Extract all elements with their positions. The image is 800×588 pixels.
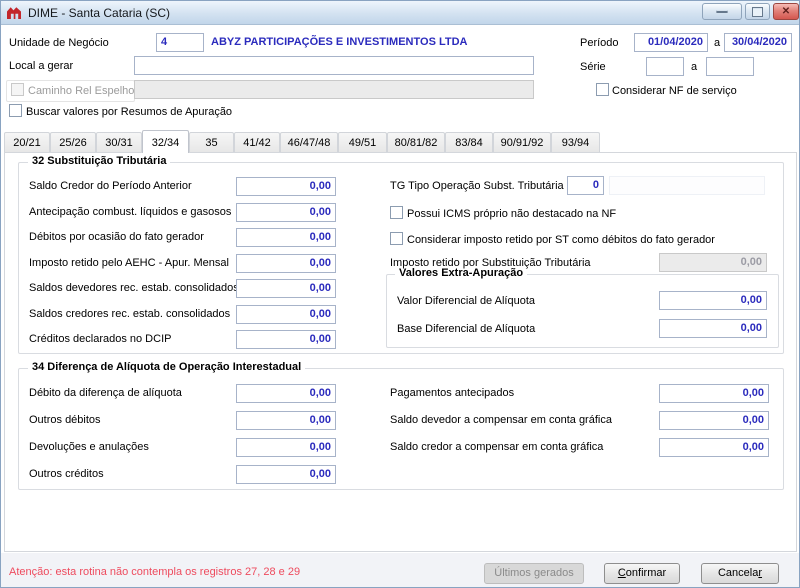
- close-icon: ✕: [781, 5, 791, 17]
- imposto-retido-st-input: 0,00: [659, 253, 767, 272]
- tab-25-26[interactable]: 25/26: [50, 132, 96, 152]
- considerar-imposto-st-checkbox[interactable]: [390, 232, 403, 245]
- confirmar-rest: onfirmar: [625, 567, 667, 579]
- maximize-button[interactable]: [745, 3, 770, 20]
- periodo-to-input[interactable]: 30/04/2020: [724, 33, 792, 52]
- serie-label: Série: [580, 61, 606, 73]
- devolucoes-anulacoes-input[interactable]: 0,00: [236, 438, 336, 457]
- local-a-gerar-label: Local a gerar: [9, 60, 74, 72]
- base-diferencial-aliquota-input[interactable]: 0,00: [659, 319, 767, 338]
- possui-icms-proprio-checkbox[interactable]: [390, 206, 403, 219]
- caminho-rel-espelho-checkbox: [11, 83, 24, 96]
- local-a-gerar-input[interactable]: [134, 56, 534, 75]
- periodo-separator: a: [714, 37, 721, 49]
- window-titlebar: DIME - Santa Cataria (SC): [1, 1, 799, 25]
- saldos-devedores-consolidados-label: Saldos devedores rec. estab. consolidado…: [29, 282, 239, 294]
- confirmar-key: C: [617, 567, 626, 579]
- warning-text: Atenção: esta rotina não contempla os re…: [9, 566, 301, 578]
- saldos-devedores-consolidados-input[interactable]: 0,00: [236, 279, 336, 298]
- serie-separator: a: [691, 61, 698, 73]
- section-32-box: [18, 162, 784, 354]
- unidade-negocio-label: Unidade de Negócio: [9, 37, 109, 49]
- considerar-nf-servico-checkbox[interactable]: [596, 83, 609, 96]
- saldo-devedor-conta-grafica-input[interactable]: 0,00: [659, 411, 769, 430]
- buscar-valores-label: Buscar valores por Resumos de Apuração: [26, 106, 233, 118]
- tab-46-47-48[interactable]: 46/47/48: [280, 132, 338, 152]
- tg-tipo-operacao-input[interactable]: 0: [567, 176, 604, 195]
- periodo-label: Período: [580, 37, 619, 49]
- considerar-imposto-st-label: Considerar imposto retido por ST como dé…: [407, 234, 715, 246]
- caminho-rel-espelho-label: Caminho Rel Espelho: [28, 85, 135, 97]
- creditos-dcip-input[interactable]: 0,00: [236, 330, 336, 349]
- section-34-box: [18, 368, 784, 490]
- considerar-nf-servico-label: Considerar NF de serviço: [612, 85, 737, 97]
- periodo-from-input[interactable]: 01/04/2020: [634, 33, 708, 52]
- saldos-credores-consolidados-label: Saldos credores rec. estab. consolidados: [29, 308, 231, 320]
- debitos-fato-gerador-label: Débitos por ocasião do fato gerador: [29, 231, 204, 243]
- valores-extra-apuracao-title: Valores Extra-Apuração: [395, 267, 528, 279]
- tg-descricao-field: [609, 176, 765, 195]
- valor-diferencial-aliquota-label: Valor Diferencial de Alíquota: [397, 295, 535, 307]
- imposto-retido-aehc-input[interactable]: 0,00: [236, 254, 336, 273]
- maximize-icon: [752, 6, 763, 17]
- saldos-credores-consolidados-input[interactable]: 0,00: [236, 305, 336, 324]
- minimize-button[interactable]: [702, 3, 742, 20]
- devolucoes-anulacoes-label: Devoluções e anulações: [29, 441, 149, 453]
- cancelar-pre: Cancela: [717, 567, 759, 579]
- antecipacao-combustiveis-input[interactable]: 0,00: [236, 203, 336, 222]
- tab-83-84[interactable]: 83/84: [445, 132, 493, 152]
- tab-32-34[interactable]: 32/34: [142, 130, 189, 153]
- confirmar-button[interactable]: Confirmar: [604, 563, 680, 584]
- base-diferencial-aliquota-label: Base Diferencial de Alíquota: [397, 323, 536, 335]
- saldo-devedor-conta-grafica-label: Saldo devedor a compensar em conta gráfi…: [390, 414, 612, 426]
- valores-extra-apuracao-box: [386, 274, 779, 348]
- outros-debitos-input[interactable]: 0,00: [236, 411, 336, 430]
- saldo-credor-anterior-label: Saldo Credor do Período Anterior: [29, 180, 192, 192]
- tab-20-21[interactable]: 20/21: [4, 132, 50, 152]
- creditos-dcip-label: Créditos declarados no DCIP: [29, 333, 172, 345]
- unidade-negocio-name: ABYZ PARTICIPAÇÕES E INVESTIMENTOS LTDA: [211, 36, 468, 48]
- ultimos-gerados-button: Últimos gerados: [484, 563, 584, 584]
- outros-debitos-label: Outros débitos: [29, 414, 101, 426]
- tab-41-42[interactable]: 41/42: [234, 132, 280, 152]
- valor-diferencial-aliquota-input[interactable]: 0,00: [659, 291, 767, 310]
- tab-35[interactable]: 35: [189, 132, 234, 152]
- tab-90-91-92[interactable]: 90/91/92: [493, 132, 551, 152]
- antecipacao-combustiveis-label: Antecipação combust. líquidos e gasosos: [29, 206, 232, 218]
- serie-from-input[interactable]: [646, 57, 684, 76]
- cancelar-key: r: [758, 567, 763, 579]
- saldo-credor-conta-grafica-input[interactable]: 0,00: [659, 438, 769, 457]
- saldo-credor-conta-grafica-label: Saldo credor a compensar em conta gráfic…: [390, 441, 604, 453]
- section-34-title: 34 Diferença de Alíquota de Operação Int…: [28, 361, 306, 373]
- tab-80-81-82[interactable]: 80/81/82: [387, 132, 445, 152]
- section-32-title: 32 Substituição Tributária: [28, 155, 171, 167]
- close-button[interactable]: ✕: [773, 3, 799, 20]
- tab-49-51[interactable]: 49/51: [338, 132, 387, 152]
- imposto-retido-st-label: Imposto retido por Substituição Tributár…: [390, 257, 591, 269]
- app-icon: [7, 7, 21, 19]
- outros-creditos-label: Outros créditos: [29, 468, 104, 480]
- pagamentos-antecipados-input[interactable]: 0,00: [659, 384, 769, 403]
- possui-icms-proprio-label: Possui ICMS próprio não destacado na NF: [407, 208, 617, 220]
- pagamentos-antecipados-label: Pagamentos antecipados: [390, 387, 515, 399]
- debito-diferenca-aliquota-label: Débito da diferença de alíquota: [29, 387, 182, 399]
- buscar-valores-checkbox[interactable]: [9, 104, 22, 117]
- tg-tipo-operacao-label: TG Tipo Operação Subst. Tributária: [390, 180, 564, 192]
- saldo-credor-anterior-input[interactable]: 0,00: [236, 177, 336, 196]
- window-title: DIME - Santa Cataria (SC): [28, 5, 171, 20]
- unidade-negocio-input[interactable]: 4: [156, 33, 204, 52]
- serie-to-input[interactable]: [706, 57, 754, 76]
- tab-93-94[interactable]: 93/94: [551, 132, 600, 152]
- minimize-icon: [716, 10, 728, 13]
- tab-30-31[interactable]: 30/31: [96, 132, 142, 152]
- debito-diferenca-aliquota-input[interactable]: 0,00: [236, 384, 336, 403]
- outros-creditos-input[interactable]: 0,00: [236, 465, 336, 484]
- debitos-fato-gerador-input[interactable]: 0,00: [236, 228, 336, 247]
- cancelar-button[interactable]: Cancelar: [701, 563, 779, 584]
- imposto-retido-aehc-label: Imposto retido pelo AEHC - Apur. Mensal: [29, 257, 229, 269]
- caminho-rel-espelho-input: [134, 80, 534, 99]
